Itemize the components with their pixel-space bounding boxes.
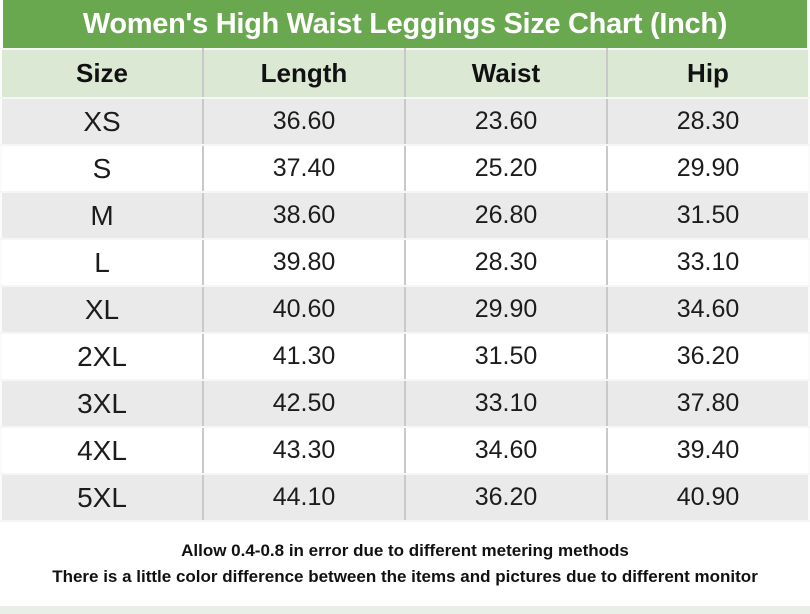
value-cell: 42.50 xyxy=(202,379,406,428)
value-cell: 25.20 xyxy=(404,144,608,193)
value-cell: 34.60 xyxy=(404,426,608,475)
value-cell: 39.40 xyxy=(606,426,810,475)
value-cell: 36.20 xyxy=(606,332,810,381)
value-cell: 33.10 xyxy=(404,379,608,428)
value-cell: 33.10 xyxy=(606,238,810,287)
value-cell: 36.60 xyxy=(202,97,406,146)
value-cell: 29.90 xyxy=(404,285,608,334)
size-cell: 2XL xyxy=(0,332,204,381)
footer-note-2: There is a little color difference betwe… xyxy=(52,567,758,586)
column-header-hip: Hip xyxy=(606,48,810,99)
chart-title: Women's High Waist Leggings Size Chart (… xyxy=(82,7,728,40)
value-cell: 40.90 xyxy=(606,473,810,522)
column-header-size: Size xyxy=(0,48,204,99)
table-row: 2XL 41.30 31.50 36.20 xyxy=(0,332,810,381)
size-cell: M xyxy=(0,191,204,240)
table-row: S 37.40 25.20 29.90 xyxy=(0,144,810,193)
value-cell: 37.80 xyxy=(606,379,810,428)
value-cell: 34.60 xyxy=(606,285,810,334)
value-cell: 28.30 xyxy=(606,97,810,146)
footer-note-1: Allow 0.4-0.8 in error due to different … xyxy=(181,541,629,560)
size-cell: S xyxy=(0,144,204,193)
size-cell: XS xyxy=(0,97,204,146)
table-row: XL 40.60 29.90 34.60 xyxy=(0,285,810,334)
size-table-body: XS 36.60 23.60 28.30 S 37.40 25.20 29.90 M 38.60 2… xyxy=(0,97,810,522)
table-row: 3XL 42.50 33.10 37.80 xyxy=(0,379,810,428)
footer-notes: Allow 0.4-0.8 in error due to different … xyxy=(0,522,810,606)
table-row: XS 36.60 23.60 28.30 xyxy=(0,97,810,146)
value-cell: 39.80 xyxy=(202,238,406,287)
size-table-head: Size Length Waist Hip xyxy=(0,48,810,99)
value-cell: 23.60 xyxy=(404,97,608,146)
column-header-waist: Waist xyxy=(404,48,608,99)
size-cell: 4XL xyxy=(0,426,204,475)
value-cell: 31.50 xyxy=(404,332,608,381)
size-cell: 3XL xyxy=(0,379,204,428)
value-cell: 44.10 xyxy=(202,473,406,522)
table-row: L 39.80 28.30 33.10 xyxy=(0,238,810,287)
value-cell: 36.20 xyxy=(404,473,608,522)
chart-title-bar: Women's High Waist Leggings Size Chart (… xyxy=(0,0,810,48)
column-header-length: Length xyxy=(202,48,406,99)
size-cell: 5XL xyxy=(0,473,204,522)
table-row: M 38.60 26.80 31.50 xyxy=(0,191,810,240)
bottom-strip xyxy=(0,606,810,614)
value-cell: 28.30 xyxy=(404,238,608,287)
table-header-row: Size Length Waist Hip xyxy=(0,48,810,99)
value-cell: 43.30 xyxy=(202,426,406,475)
table-row: 4XL 43.30 34.60 39.40 xyxy=(0,426,810,475)
table-row: 5XL 44.10 36.20 40.90 xyxy=(0,473,810,522)
value-cell: 29.90 xyxy=(606,144,810,193)
value-cell: 31.50 xyxy=(606,191,810,240)
value-cell: 26.80 xyxy=(404,191,608,240)
value-cell: 40.60 xyxy=(202,285,406,334)
value-cell: 38.60 xyxy=(202,191,406,240)
value-cell: 37.40 xyxy=(202,144,406,193)
size-table: Size Length Waist Hip XS 36.60 23.60 28.30 S 37.… xyxy=(0,48,810,522)
size-cell: L xyxy=(0,238,204,287)
value-cell: 41.30 xyxy=(202,332,406,381)
size-cell: XL xyxy=(0,285,204,334)
